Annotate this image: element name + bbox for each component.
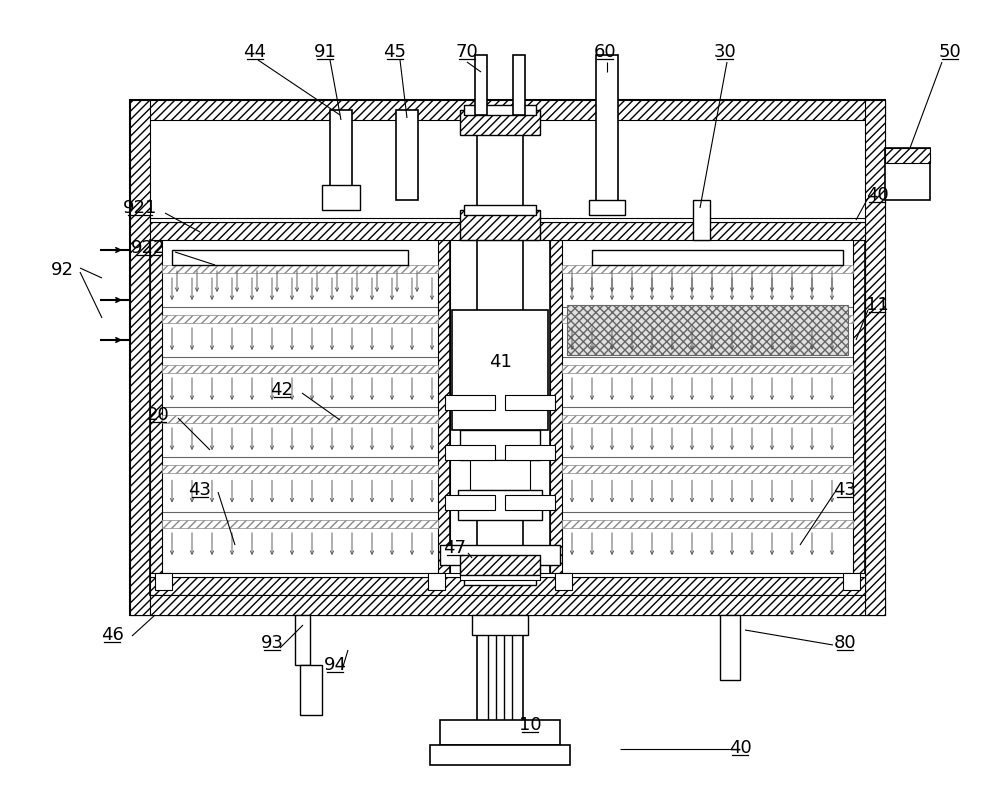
Bar <box>150 240 162 595</box>
Text: 47: 47 <box>444 539 466 557</box>
Bar <box>155 573 172 590</box>
Bar <box>475 55 487 115</box>
Text: 41: 41 <box>489 353 511 371</box>
Bar <box>589 200 625 215</box>
Bar <box>550 240 562 595</box>
Bar <box>162 465 438 473</box>
Bar <box>295 615 310 665</box>
Bar <box>130 595 885 615</box>
Text: 80: 80 <box>834 634 856 652</box>
Text: 45: 45 <box>384 43 406 61</box>
Bar <box>162 265 438 273</box>
Bar <box>458 490 542 520</box>
Bar <box>562 415 853 423</box>
Bar <box>330 110 352 190</box>
Bar <box>440 545 560 565</box>
Bar <box>865 100 885 615</box>
Bar <box>430 745 570 765</box>
Bar <box>464 105 536 115</box>
Bar <box>464 575 536 585</box>
Bar <box>460 430 540 460</box>
Bar <box>460 110 540 135</box>
Text: 42: 42 <box>270 381 294 399</box>
Text: 92: 92 <box>50 261 74 279</box>
Bar <box>843 573 860 590</box>
Bar <box>445 395 495 410</box>
Bar <box>150 577 865 595</box>
Bar <box>130 100 885 120</box>
Text: 43: 43 <box>188 481 212 499</box>
Bar <box>150 222 865 240</box>
Bar <box>150 218 865 222</box>
Bar <box>460 210 540 240</box>
Bar <box>162 415 438 423</box>
Text: 11: 11 <box>866 296 888 314</box>
Bar <box>150 595 865 615</box>
Bar <box>130 100 150 615</box>
Bar <box>592 250 843 265</box>
Bar <box>172 250 408 265</box>
Bar <box>562 465 853 473</box>
Text: 46: 46 <box>101 626 123 644</box>
Bar <box>445 495 495 510</box>
Bar <box>470 460 530 490</box>
Text: 40: 40 <box>729 739 751 757</box>
Bar <box>505 395 555 410</box>
Bar <box>150 240 450 595</box>
Bar <box>555 573 572 590</box>
Text: 921: 921 <box>123 199 157 217</box>
Bar <box>150 573 865 577</box>
Bar <box>162 365 438 373</box>
Text: 70: 70 <box>456 43 478 61</box>
Bar <box>720 615 740 680</box>
Text: 91: 91 <box>314 43 336 61</box>
Bar <box>562 265 853 273</box>
Bar <box>596 55 618 205</box>
Text: 60: 60 <box>594 43 616 61</box>
Bar <box>300 665 322 715</box>
Text: 44: 44 <box>244 43 266 61</box>
Bar <box>885 148 930 163</box>
Bar <box>396 110 418 200</box>
Bar <box>428 573 445 590</box>
Bar <box>162 520 438 528</box>
Bar <box>567 305 848 355</box>
Text: 43: 43 <box>834 481 856 499</box>
Bar <box>853 240 865 595</box>
Bar <box>438 240 450 595</box>
Bar <box>322 185 360 210</box>
Bar <box>130 100 885 615</box>
Bar <box>562 520 853 528</box>
Text: 20: 20 <box>147 406 169 424</box>
Bar <box>505 495 555 510</box>
Text: 50: 50 <box>939 43 961 61</box>
Text: 922: 922 <box>131 239 165 257</box>
Bar <box>464 205 536 215</box>
Text: 10: 10 <box>519 716 541 734</box>
Bar <box>460 565 540 580</box>
Bar <box>440 720 560 745</box>
Bar <box>562 365 853 373</box>
Bar <box>445 445 495 460</box>
Text: 94: 94 <box>324 656 347 674</box>
Bar <box>562 315 853 323</box>
Bar <box>162 315 438 323</box>
Bar <box>505 445 555 460</box>
Bar <box>452 310 548 430</box>
Text: 30: 30 <box>714 43 736 61</box>
Bar <box>693 200 710 240</box>
Bar <box>472 615 528 635</box>
Bar <box>885 148 930 200</box>
Bar <box>550 240 865 595</box>
Bar <box>460 555 540 575</box>
Bar <box>513 55 525 115</box>
Text: 93: 93 <box>260 634 284 652</box>
Text: 40: 40 <box>866 186 888 204</box>
